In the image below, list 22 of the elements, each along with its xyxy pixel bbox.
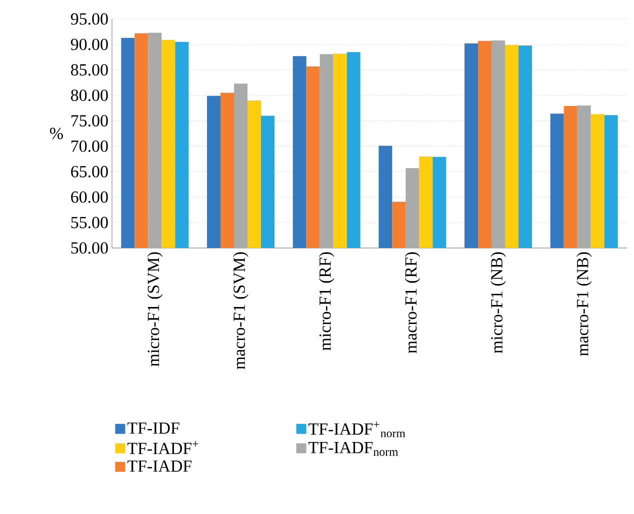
x-tick-label: macro-F1 (NB) [576,252,592,356]
y-tick-label: 95.00 [70,13,108,25]
x-tick-label: micro-F1 (RF) [318,252,334,350]
y-tick-label: 85.00 [71,64,108,76]
x-tick-label: macro-F1 (SVM) [233,252,248,370]
y-tick-label: 70.00 [71,140,108,152]
legend-label: TF-IADF$_{norm}$ [308,442,398,456]
legend-label: TF-IDF [127,422,180,434]
y-tick-label: 65.00 [71,166,108,178]
y-tick-label: 60.00 [71,191,108,203]
x-tick-label: macro-F1 (RF) [404,252,420,354]
y-tick-label: 90.00 [70,38,108,50]
x-tick-label: micro-F1 (NB) [490,252,506,354]
x-tick-label: micro-F1 (SVM) [147,252,163,366]
legend-label: TF-IADF [127,460,192,472]
y-tick-label: 80.00 [71,90,108,102]
y-axis-title: % [50,128,63,140]
y-tick-label: 75.00 [71,115,108,127]
legend-label: TF-IADF$^{+}$norm [308,422,406,438]
legend-label: TF-IADF$^{+}$ [127,441,198,454]
y-tick-label: 55.00 [71,216,108,228]
y-tick-label: 50.00 [71,242,108,254]
